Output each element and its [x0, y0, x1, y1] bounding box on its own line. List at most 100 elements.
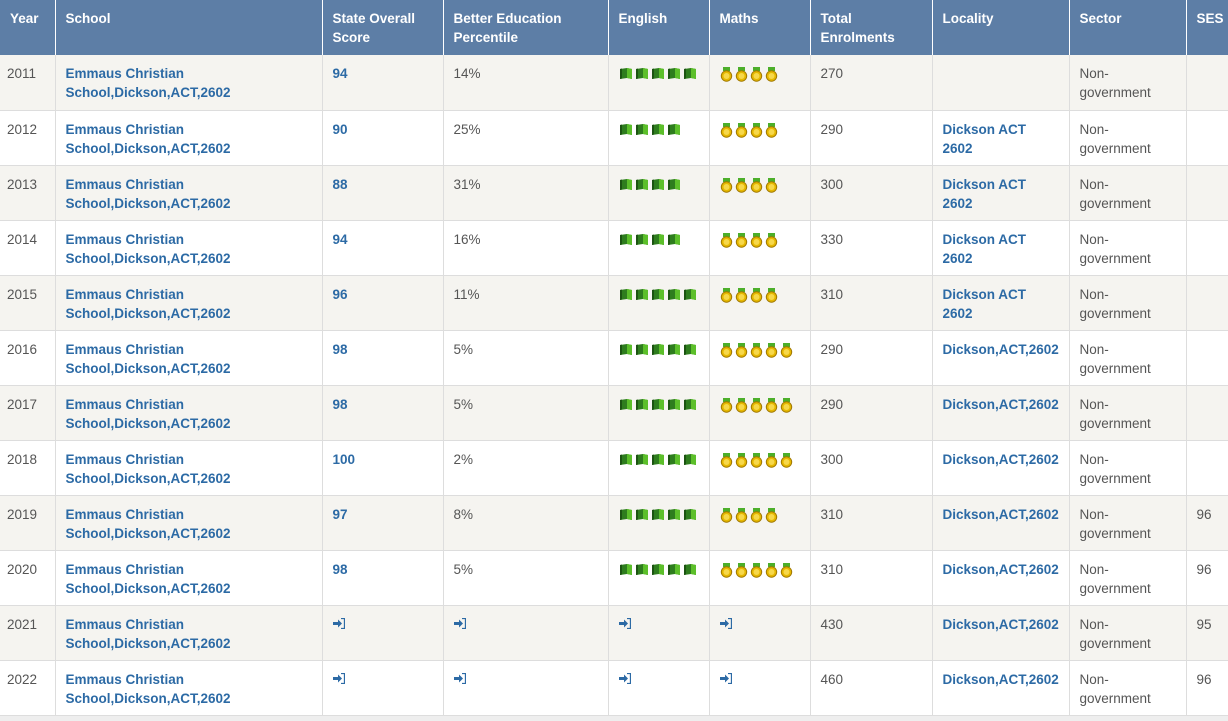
book-icon — [619, 563, 633, 576]
enrolments-cell: 310 — [810, 495, 933, 551]
locality-link[interactable]: Dickson,ACT,2602 — [942, 396, 1059, 412]
ses-cell — [1186, 55, 1228, 111]
locality-link[interactable]: Dickson,ACT,2602 — [942, 561, 1059, 577]
school-link[interactable]: Emmaus Christian School,Dickson,ACT,2602 — [65, 176, 231, 211]
year-cell: 2014 — [0, 220, 56, 276]
percentile-value: 2% — [453, 451, 474, 467]
score-cell: 94 — [322, 55, 444, 111]
table-row: 2013 Emmaus Christian School,Dickson,ACT,… — [0, 165, 1228, 221]
header-maths[interactable]: Maths — [709, 0, 811, 55]
header-total-enrolments[interactable]: Total Enrolments — [810, 0, 933, 55]
school-link[interactable]: Emmaus Christian School,Dickson,ACT,2602 — [65, 341, 231, 376]
sign-in-icon[interactable] — [332, 617, 345, 629]
score-cell: 98 — [322, 330, 444, 386]
header-english[interactable]: English — [608, 0, 710, 55]
header-better-education-percentile[interactable]: Better Education Percentile — [443, 0, 609, 55]
year-cell: 2016 — [0, 330, 56, 386]
medal-icon — [750, 177, 763, 193]
header-year[interactable]: Year — [0, 0, 56, 55]
english-cell — [608, 275, 710, 331]
locality-link[interactable]: Dickson ACT 2602 — [942, 176, 1027, 211]
sign-in-icon[interactable] — [332, 672, 345, 684]
year-cell: 2011 — [0, 55, 56, 111]
score-link[interactable]: 94 — [332, 231, 348, 247]
school-cell: Emmaus Christian School,Dickson,ACT,2602 — [55, 110, 323, 166]
medal-icon — [765, 507, 778, 523]
english-cell — [608, 660, 710, 716]
score-link[interactable]: 97 — [332, 506, 348, 522]
medal-icon — [780, 342, 793, 358]
maths-rating — [720, 450, 800, 468]
school-link[interactable]: Emmaus Christian School,Dickson,ACT,2602 — [65, 506, 231, 541]
header-school[interactable]: School — [55, 0, 323, 55]
medal-icon — [720, 342, 733, 358]
english-rating — [619, 285, 699, 301]
book-icon — [683, 343, 697, 356]
score-link[interactable]: 98 — [332, 561, 348, 577]
ses-cell — [1186, 165, 1228, 221]
school-link[interactable]: Emmaus Christian School,Dickson,ACT,2602 — [65, 671, 231, 706]
score-link[interactable]: 98 — [332, 396, 348, 412]
locality-link[interactable]: Dickson ACT 2602 — [942, 286, 1027, 321]
sign-in-icon[interactable] — [719, 617, 732, 629]
locality-link[interactable]: Dickson,ACT,2602 — [942, 616, 1059, 632]
year-cell: 2012 — [0, 110, 56, 166]
school-link[interactable]: Emmaus Christian School,Dickson,ACT,2602 — [65, 561, 231, 596]
sign-in-icon[interactable] — [618, 617, 631, 629]
sign-in-icon[interactable] — [453, 672, 466, 684]
score-link[interactable]: 88 — [332, 176, 348, 192]
medal-icon — [765, 232, 778, 248]
header-sector[interactable]: Sector — [1069, 0, 1187, 55]
sign-in-icon[interactable] — [719, 672, 732, 684]
percentile-value: 31% — [453, 176, 481, 192]
school-link[interactable]: Emmaus Christian School,Dickson,ACT,2602 — [65, 121, 231, 156]
locality-link[interactable]: Dickson,ACT,2602 — [942, 671, 1059, 687]
book-icon — [667, 563, 681, 576]
book-icon — [635, 343, 649, 356]
maths-cell — [709, 440, 811, 496]
year-cell: 2015 — [0, 275, 56, 331]
locality-link[interactable]: Dickson,ACT,2602 — [942, 341, 1059, 357]
medal-icon — [735, 232, 748, 248]
book-icon — [651, 563, 665, 576]
medal-icon — [765, 67, 778, 82]
score-cell: 94 — [322, 220, 444, 276]
enrolments-cell: 430 — [810, 605, 933, 661]
score-link[interactable]: 100 — [332, 451, 356, 467]
school-link[interactable]: Emmaus Christian School,Dickson,ACT,2602 — [65, 66, 231, 100]
header-ses[interactable]: SES — [1186, 0, 1228, 55]
maths-cell — [709, 385, 811, 441]
score-link[interactable]: 98 — [332, 341, 348, 357]
book-icon — [651, 508, 665, 521]
sign-in-icon[interactable] — [618, 672, 631, 684]
locality-link[interactable]: Dickson ACT 2602 — [942, 121, 1027, 156]
header-state-overall-score[interactable]: State Overall Score — [322, 0, 444, 55]
school-link[interactable]: Emmaus Christian School,Dickson,ACT,2602 — [65, 451, 231, 486]
school-link[interactable]: Emmaus Christian School,Dickson,ACT,2602 — [65, 396, 231, 431]
locality-cell: Dickson ACT 2602 — [932, 220, 1070, 276]
score-link[interactable]: 94 — [332, 66, 348, 81]
locality-link[interactable]: Dickson ACT 2602 — [942, 231, 1027, 266]
school-link[interactable]: Emmaus Christian School,Dickson,ACT,2602 — [65, 231, 231, 266]
book-icon — [683, 288, 697, 301]
score-cell: 88 — [322, 165, 444, 221]
school-link[interactable]: Emmaus Christian School,Dickson,ACT,2602 — [65, 616, 231, 651]
book-icon — [651, 178, 665, 191]
book-icon — [619, 123, 633, 136]
enrolments-cell: 290 — [810, 330, 933, 386]
header-locality[interactable]: Locality — [932, 0, 1070, 55]
medal-icon — [750, 562, 763, 578]
english-rating — [619, 560, 699, 576]
locality-link[interactable]: Dickson,ACT,2602 — [942, 506, 1059, 522]
maths-rating — [720, 340, 800, 358]
score-link[interactable]: 90 — [332, 121, 348, 137]
english-cell — [608, 440, 710, 496]
score-link[interactable]: 96 — [332, 286, 348, 302]
locality-link[interactable]: Dickson,ACT,2602 — [942, 451, 1059, 467]
sector-cell: Non-government — [1069, 330, 1187, 386]
year-cell: 2018 — [0, 440, 56, 496]
school-link[interactable]: Emmaus Christian School,Dickson,ACT,2602 — [65, 286, 231, 321]
locality-cell: Dickson,ACT,2602 — [932, 550, 1070, 606]
percentile-cell — [443, 660, 609, 716]
sign-in-icon[interactable] — [453, 617, 466, 629]
